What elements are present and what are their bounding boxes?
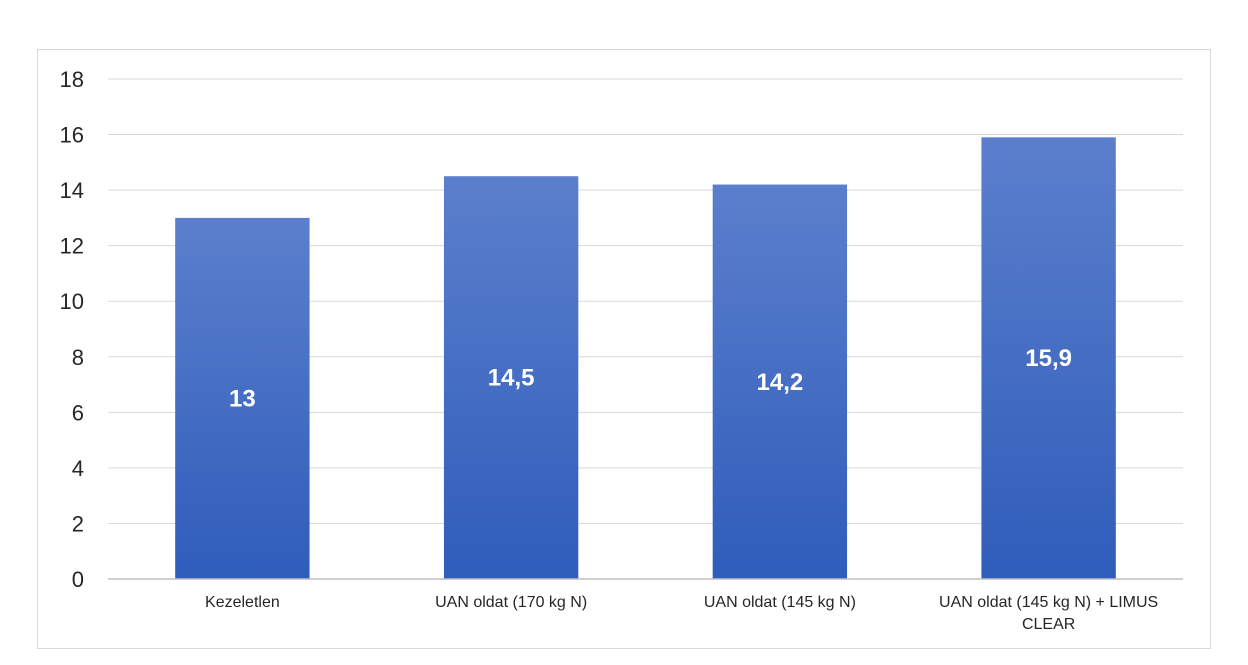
data-label: 14,5 [488,365,535,392]
y-tick-label: 18 [60,67,84,92]
y-tick-label: 6 [72,400,84,425]
y-tick-label: 10 [60,289,84,314]
x-tick-label: Kezeletlen [205,594,280,611]
y-tick-label: 12 [60,234,84,259]
x-tick-label: UAN oldat (170 kg N) [435,594,587,611]
y-tick-label: 4 [72,456,84,481]
bar [175,217,310,579]
y-tick-label: 14 [60,178,84,203]
y-tick-label: 8 [72,345,84,370]
y-tick-label: 0 [72,567,84,592]
bar [443,176,579,579]
data-label: 13 [229,385,256,412]
y-tick-label: 16 [60,123,84,148]
bar [981,137,1116,580]
bar [712,184,848,580]
data-label: 15,9 [1025,345,1072,372]
labels: 0 2 4 6 8 10 12 14 16 18 13 Kezeletlen 14,5 UAN oldat… [60,67,1159,633]
x-tick-label: UAN oldat (145 kg N) + LIMUS [939,594,1158,611]
data-label: 14,2 [757,369,804,396]
x-tick-label: CLEAR [1022,616,1075,633]
bars [175,137,1116,580]
y-tick-label: 2 [72,511,84,536]
x-tick-label: UAN oldat (145 kg N) [704,594,856,611]
